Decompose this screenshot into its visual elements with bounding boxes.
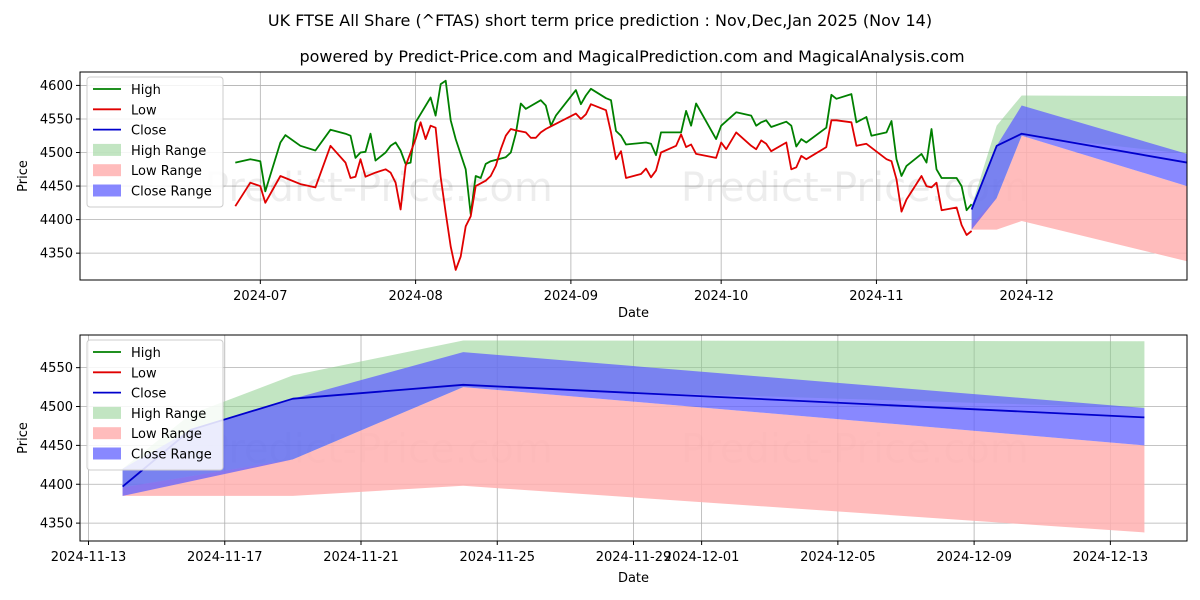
y-tick-label: 4400 [40, 478, 73, 493]
x-tick-label: 2024-12-01 [664, 550, 740, 565]
legend: High Low Close High Range Low Range Close Ran… [86, 76, 224, 208]
low-series-line [234, 103, 973, 271]
y-axis-label: Price [16, 422, 31, 454]
legend-label-low: Low [131, 103, 157, 118]
legend: High Low Close High Range Low Range Close Ran… [86, 339, 224, 471]
x-tick-label: 2024-12-05 [800, 550, 876, 565]
x-tick-label: 2024-11-17 [187, 550, 263, 565]
x-tick-label: 2024-08 [388, 289, 442, 304]
legend-swatch-high_range [93, 143, 121, 156]
x-tick-label: 2024-11-29 [596, 550, 672, 565]
x-tick-label: 2024-12-09 [936, 550, 1012, 565]
y-tick-label: 4450 [40, 439, 73, 454]
chart-title: UK FTSE All Share (^FTAS) short term pri… [268, 11, 932, 30]
legend-swatch-close_range [93, 184, 121, 197]
legend-swatch-close_range [93, 447, 121, 460]
legend-label-close_range: Close Range [131, 448, 212, 463]
x-tick-label: 2024-11-21 [323, 550, 399, 565]
legend-label-high: High [131, 83, 161, 98]
y-tick-label: 4350 [40, 517, 73, 532]
watermark-text: Predict-Price.com [681, 165, 1029, 211]
y-tick-label: 4500 [40, 400, 73, 415]
legend-label-close: Close [131, 387, 166, 402]
x-tick-label: 2024-11 [849, 289, 903, 304]
low-range-band [122, 387, 1145, 533]
legend-swatch-low_range [93, 164, 121, 177]
y-tick-label: 4350 [40, 247, 73, 262]
legend-label-high_range: High Range [131, 144, 206, 159]
x-tick-label: 2024-12-13 [1073, 550, 1149, 565]
x-tick-label: 2024-11-25 [459, 550, 535, 565]
y-tick-label: 4450 [40, 180, 73, 195]
low-range-band [971, 135, 1187, 262]
y-tick-label: 4550 [40, 112, 73, 127]
x-tick-label: 2024-11-13 [51, 550, 127, 565]
y-tick-label: 4500 [40, 146, 73, 161]
lower-prediction-panel: Predict-Price.comPredict-Price.com2024-1… [16, 334, 1188, 586]
x-axis-label: Date [618, 306, 649, 321]
high-series-line [235, 79, 973, 216]
x-tick-label: 2024-09 [544, 289, 598, 304]
x-tick-label: 2024-12 [1000, 289, 1054, 304]
plot-area [234, 79, 1187, 271]
x-tick-label: 2024-10 [694, 289, 748, 304]
close-series-line [970, 132, 1187, 210]
legend-label-close_range: Close Range [131, 185, 212, 200]
y-tick-label: 4400 [40, 213, 73, 228]
close-range-band [122, 352, 1145, 496]
x-axis-label: Date [618, 571, 649, 586]
chart-subtitle: powered by Predict-Price.com and Magical… [299, 47, 964, 66]
y-tick-label: 4550 [40, 361, 73, 376]
legend-label-low_range: Low Range [131, 427, 202, 442]
legend-label-high_range: High Range [131, 407, 206, 422]
y-axis-label: Price [16, 160, 31, 192]
legend-label-low_range: Low Range [131, 164, 202, 179]
legend-label-low: Low [131, 366, 157, 381]
legend-swatch-low_range [93, 427, 121, 440]
legend-label-high: High [131, 346, 161, 361]
legend-label-close: Close [131, 124, 166, 139]
y-tick-label: 4600 [40, 79, 73, 94]
legend-swatch-high_range [93, 406, 121, 419]
axes-frame [79, 71, 1188, 281]
upper-price-panel: Predict-Price.com Predict-Price.com2024-0… [16, 71, 1188, 321]
x-tick-label: 2024-07 [233, 289, 287, 304]
close-range-band [971, 105, 1187, 230]
